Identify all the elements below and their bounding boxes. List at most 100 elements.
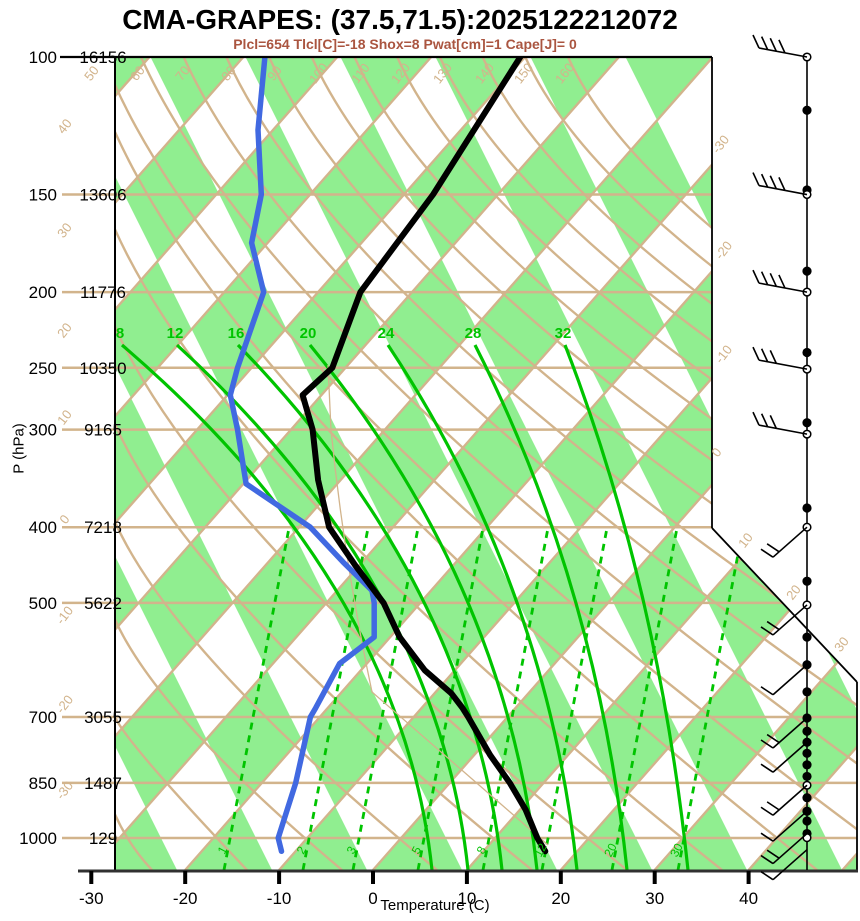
mixing-ratio-line bbox=[351, 527, 420, 870]
height-label: 16156 bbox=[79, 48, 126, 67]
pressure-tick-label: 100 bbox=[29, 48, 57, 67]
temp-tick-label: -30 bbox=[79, 889, 104, 908]
height-label: 13606 bbox=[79, 186, 126, 205]
isotherm-line bbox=[115, 57, 245, 870]
dry-adiabat-line bbox=[115, 131, 818, 870]
pressure-tick-label: 250 bbox=[29, 359, 57, 378]
mixing-ratio-label: 30 bbox=[667, 841, 686, 860]
pressure-tick-label: 150 bbox=[29, 186, 57, 205]
wind-barb bbox=[752, 346, 808, 370]
dry-adiabat-line bbox=[115, 716, 248, 870]
x-axis-label: Temperature (C) bbox=[380, 897, 490, 914]
moist-adiabat-line bbox=[120, 343, 434, 870]
wind-barb bbox=[760, 526, 808, 558]
wind-barb bbox=[760, 784, 808, 816]
moist-adiabat-label: 12 bbox=[167, 325, 184, 342]
temp-tick bbox=[277, 871, 282, 884]
isotherm-line bbox=[115, 57, 620, 870]
temp-tick bbox=[558, 871, 563, 884]
isotherm-label: -20 bbox=[712, 238, 735, 262]
wind-barb bbox=[760, 849, 808, 881]
dry-adiabat-line bbox=[481, 57, 857, 870]
height-label: 5622 bbox=[84, 594, 122, 613]
wind-dot bbox=[802, 503, 812, 513]
wind-dot bbox=[802, 347, 812, 358]
moist-adiabat-line bbox=[236, 343, 504, 870]
dry-adiabat-line bbox=[182, 57, 857, 870]
moist-adiabat-line bbox=[386, 344, 579, 870]
pressure-tick-label: 200 bbox=[29, 283, 57, 302]
mixing-ratio-label: 12 bbox=[531, 841, 550, 860]
isotherm-line bbox=[0, 57, 56, 870]
wind-barb bbox=[752, 411, 808, 435]
page-title: CMA-GRAPES: (37.5,71.5):2025122212072 bbox=[122, 4, 678, 35]
wind-dot bbox=[802, 793, 812, 803]
sounding-curves bbox=[120, 57, 745, 870]
wind-dot bbox=[802, 687, 812, 697]
dry-adiabat-line bbox=[524, 57, 857, 870]
height-label: 11776 bbox=[80, 283, 126, 302]
isotherm-label: 30 bbox=[831, 634, 852, 655]
wind-dot bbox=[802, 816, 812, 826]
temp-tick bbox=[464, 871, 469, 884]
wind-dot bbox=[802, 760, 812, 770]
sounding-parameters-line: Plcl=654 Tlcl[C]=-18 Shox=8 Pwat[cm]=1 C… bbox=[233, 36, 577, 52]
wind-barb bbox=[752, 269, 808, 293]
isotherm-line bbox=[115, 57, 339, 870]
temp-tick-label: 20 bbox=[551, 889, 570, 908]
dry-adiabat-label: 20 bbox=[54, 320, 75, 341]
dry-adiabat-line bbox=[115, 814, 153, 870]
height-label: 3055 bbox=[84, 708, 122, 727]
moist-adiabat-label: 16 bbox=[228, 325, 245, 342]
temp-tick-label: 40 bbox=[739, 889, 758, 908]
temperature-curve bbox=[299, 57, 549, 855]
wind-barb bbox=[760, 832, 808, 865]
moist-adiabat-line bbox=[473, 344, 629, 870]
temp-tick-label: 10 bbox=[457, 889, 476, 908]
wind-barb bbox=[760, 604, 808, 636]
isotherm-line bbox=[115, 57, 808, 870]
wind-dot bbox=[802, 105, 812, 115]
mixing-ratio-line bbox=[222, 527, 291, 870]
pressure-tick-label: 700 bbox=[29, 708, 57, 727]
isobar-lines bbox=[62, 193, 857, 840]
height-label: 10350 bbox=[79, 359, 126, 378]
dry-adiabat-line bbox=[115, 424, 533, 870]
moist-adiabat-line bbox=[563, 344, 690, 870]
dry-adiabat-line bbox=[268, 57, 857, 870]
height-label: 1487 bbox=[84, 774, 122, 793]
isotherm-line bbox=[115, 57, 526, 870]
height-label: 129 bbox=[89, 829, 117, 848]
height-label: 9165 bbox=[84, 421, 122, 440]
wind-barb bbox=[760, 664, 808, 696]
wind-dot bbox=[802, 726, 812, 736]
wind-barb bbox=[752, 34, 808, 58]
isotherm-line bbox=[278, 57, 857, 870]
isotherm-label: -10 bbox=[712, 342, 735, 366]
pressure-tick-label: 400 bbox=[29, 518, 57, 537]
wind-dot bbox=[802, 632, 812, 642]
moist-adiabat-line bbox=[308, 343, 539, 870]
mixing-ratio-line bbox=[540, 527, 609, 870]
dry-adiabat-line bbox=[225, 57, 857, 870]
dry-adiabat-line bbox=[353, 57, 857, 870]
temp-tick-label: 0 bbox=[368, 889, 377, 908]
mixing-ratio-label: 20 bbox=[601, 841, 620, 860]
dry-adiabat-label: 10 bbox=[54, 407, 75, 428]
wind-barb bbox=[760, 717, 808, 749]
mixing-ratio-line bbox=[301, 527, 370, 870]
y-axis-label: P (hPa) bbox=[10, 423, 28, 474]
isotherm-line bbox=[115, 57, 714, 870]
isotherm-line bbox=[559, 57, 857, 870]
temp-tick-label: -20 bbox=[173, 889, 198, 908]
mixing-ratio-line bbox=[416, 527, 485, 870]
background-grid bbox=[0, 57, 857, 870]
dry-adiabat-label: 30 bbox=[54, 220, 75, 241]
pressure-tick-label: 300 bbox=[29, 421, 57, 440]
dry-adiabat-line bbox=[310, 57, 857, 870]
wind-barb bbox=[760, 810, 808, 842]
temp-tick-label: 30 bbox=[645, 889, 664, 908]
moist-adiabat-label: 8 bbox=[116, 325, 124, 342]
